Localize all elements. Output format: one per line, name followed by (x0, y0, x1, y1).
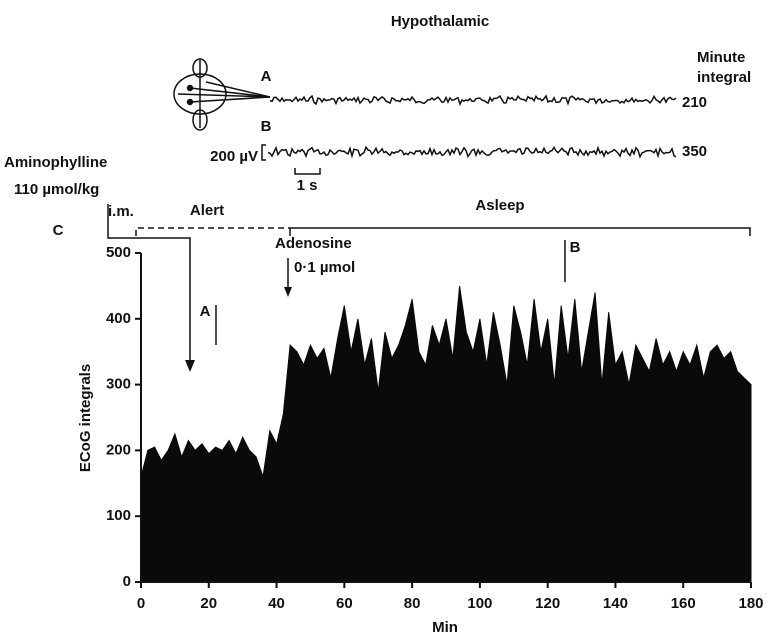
x-tick-label: 120 (535, 595, 560, 612)
y-axis-label: ECoG integrals (77, 364, 94, 472)
state-label: Asleep (475, 197, 524, 214)
voltage-bar (261, 144, 266, 161)
drug-label: Adenosine (275, 235, 352, 252)
plot: 0 100 200 300 400 500 0 20 40 60 80 100 120 140 160 180 (106, 244, 764, 612)
drug-label: 110 µmol/kg (14, 181, 99, 198)
x-tick-label: 180 (738, 595, 763, 612)
y-tick-label: 100 (106, 507, 131, 524)
integral-label: Minute (697, 49, 745, 66)
arrowhead (185, 360, 195, 372)
y-tick-label: 400 (106, 310, 131, 327)
y-tick-label: 0 (123, 573, 131, 590)
voltage-scale: 200 µV (210, 148, 258, 165)
y-tick-label: 300 (106, 376, 131, 393)
time-bar (294, 168, 321, 175)
drug-label: Aminophylline (4, 154, 107, 171)
x-tick-label: 60 (336, 595, 353, 612)
x-tick-label: 40 (268, 595, 285, 612)
panel-label: C (53, 222, 64, 239)
marker-label: B (570, 239, 581, 256)
eeg-trace (269, 94, 677, 107)
integral-label: integral (697, 69, 751, 86)
state-label: Alert (190, 202, 224, 219)
drug-label: i.m. (108, 203, 134, 220)
arrow (107, 204, 191, 368)
trace-label: A (261, 68, 272, 85)
brain-icon (173, 58, 271, 131)
area (140, 285, 752, 583)
x-axis-label: Min (432, 619, 458, 636)
y-tick-label: 500 (106, 244, 131, 261)
alert-bar (135, 227, 290, 236)
x-tick-label: 160 (671, 595, 696, 612)
trace-integral: 210 (682, 94, 707, 111)
x-tick-label: 140 (603, 595, 628, 612)
drug-label: 0·1 µmol (294, 259, 355, 276)
x-tick-label: 0 (137, 595, 145, 612)
arrowhead (284, 287, 292, 297)
marker-label: A (200, 303, 211, 320)
time-scale: 1 s (297, 177, 318, 194)
trace-label: B (261, 118, 272, 135)
x-tick-label: 80 (404, 595, 421, 612)
x-tick-label: 100 (467, 595, 492, 612)
y-tick-label: 200 (106, 441, 131, 458)
trace-integral: 350 (682, 143, 707, 160)
asleep-bar (289, 227, 751, 236)
eeg-traces (267, 94, 677, 159)
x-tick-label: 20 (200, 595, 217, 612)
chart-title: Hypothalamic (391, 13, 489, 30)
eeg-trace (267, 145, 677, 159)
